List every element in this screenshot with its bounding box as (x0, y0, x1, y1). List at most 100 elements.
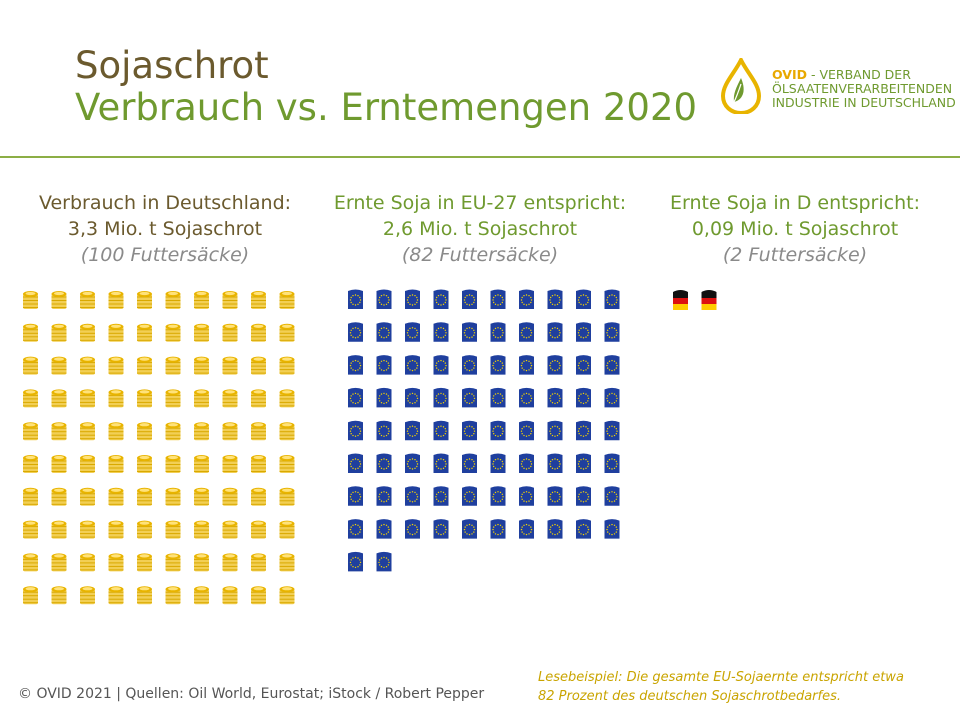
eu-flag-bag-icon (462, 519, 477, 539)
soy-meal-stack-icon (23, 291, 38, 309)
soy-meal-stack-icon (108, 455, 124, 473)
soy-meal-stack-icon (222, 553, 238, 572)
column-heading: Ernte Soja in EU-27 entspricht: (333, 192, 627, 214)
eu-flag-bag-icon (547, 355, 563, 375)
logo-line2: ÖLSAATENVERARBEITENDEN (772, 81, 953, 96)
soy-meal-stack-icon (51, 291, 67, 309)
soy-meal-stack-icon (194, 586, 209, 605)
eu-flag-bag-icon (604, 420, 620, 441)
soy-meal-stack-icon (137, 291, 152, 309)
eu-flag-bag-icon (604, 322, 620, 342)
soy-meal-stack-icon (23, 356, 38, 375)
column-heading: Verbrauch in Deutschland: (38, 192, 292, 214)
soy-meal-stack-icon (165, 291, 181, 309)
source-footer: © OVID 2021 | Quellen: Oil World, Eurost… (18, 686, 485, 702)
eu-flag-bag-icon (547, 322, 563, 342)
eu-flag-bag-icon (348, 486, 363, 506)
column-value: 0,09 Mio. t Sojaschrot (691, 218, 899, 240)
soy-meal-stack-icon (165, 422, 181, 441)
pictogram-de-harvest (673, 290, 717, 310)
eu-flag-bag-icon (547, 453, 563, 473)
reading-example-line2: 82 Prozent des deutschen Sojaschrotbedar… (538, 689, 842, 704)
soy-meal-stack-icon (80, 389, 95, 408)
eu-flag-bag-icon (348, 453, 363, 473)
eu-flag-bag-icon (519, 289, 534, 309)
eu-flag-bag-icon (433, 289, 449, 309)
soy-meal-stack-icon (222, 389, 238, 408)
soy-meal-stack-icon (137, 553, 152, 572)
eu-flag-bag-icon (348, 387, 363, 408)
soy-meal-stack-icon (51, 487, 67, 506)
soy-meal-stack-icon (23, 487, 38, 506)
soy-meal-stack-icon (251, 553, 266, 572)
pictogram-consumption (23, 291, 295, 605)
soy-meal-stack-icon (23, 422, 38, 441)
soy-meal-stack-icon (279, 389, 295, 408)
soy-meal-stack-icon (194, 455, 209, 473)
eu-flag-bag-icon (405, 289, 420, 309)
eu-flag-bag-icon (376, 355, 392, 375)
soy-meal-stack-icon (165, 553, 181, 572)
soy-meal-stack-icon (80, 455, 95, 473)
eu-flag-bag-icon (490, 322, 506, 342)
eu-flag-bag-icon (376, 420, 392, 441)
eu-flag-bag-icon (576, 355, 591, 375)
eu-flag-bag-icon (604, 355, 620, 375)
eu-flag-bag-icon (547, 387, 563, 408)
eu-flag-bag-icon (576, 486, 591, 506)
soy-meal-stack-icon (279, 487, 295, 506)
eu-flag-bag-icon (376, 322, 392, 342)
soy-meal-stack-icon (108, 323, 124, 342)
soy-meal-stack-icon (165, 520, 181, 539)
eu-flag-bag-icon (348, 519, 363, 539)
eu-flag-bag-icon (405, 519, 420, 539)
soy-meal-stack-icon (51, 323, 67, 342)
soy-meal-stack-icon (80, 422, 95, 441)
soy-meal-stack-icon (194, 323, 209, 342)
soy-meal-stack-icon (108, 520, 124, 539)
soy-meal-stack-icon (251, 422, 266, 441)
soy-meal-stack-icon (137, 422, 152, 441)
eu-flag-bag-icon (376, 387, 392, 408)
soy-meal-stack-icon (194, 356, 209, 375)
soy-meal-stack-icon (251, 291, 266, 309)
german-flag-bag-icon (673, 290, 688, 310)
eu-flag-bag-icon (462, 322, 477, 342)
column-note: (100 Futtersäcke) (80, 244, 250, 266)
soy-meal-stack-icon (137, 323, 152, 342)
eu-flag-bag-icon (519, 387, 534, 408)
eu-flag-bag-icon (519, 486, 534, 506)
eu-flag-bag-icon (604, 289, 620, 309)
soy-meal-stack-icon (222, 323, 238, 342)
soy-meal-stack-icon (137, 389, 152, 408)
eu-flag-bag-icon (433, 355, 449, 375)
ovid-logo: OVID - VERBAND DER ÖLSAATENVERARBEITENDE… (720, 58, 956, 118)
eu-flag-bag-icon (348, 322, 363, 342)
eu-flag-bag-icon (376, 551, 392, 572)
eu-flag-bag-icon (576, 322, 591, 342)
soy-meal-stack-icon (23, 586, 38, 605)
eu-flag-bag-icon (547, 486, 563, 506)
eu-flag-bag-icon (576, 289, 591, 309)
soy-meal-stack-icon (51, 422, 67, 441)
soy-meal-stack-icon (279, 291, 295, 309)
soy-meal-stack-icon (251, 323, 266, 342)
soy-meal-stack-icon (251, 586, 266, 605)
soy-meal-stack-icon (80, 356, 95, 375)
soy-meal-stack-icon (137, 586, 152, 605)
soy-meal-stack-icon (194, 389, 209, 408)
soy-meal-stack-icon (108, 389, 124, 408)
soy-meal-stack-icon (23, 455, 38, 473)
soy-meal-stack-icon (80, 586, 95, 605)
column-heading: Ernte Soja in D entspricht: (670, 192, 920, 214)
column-header-consumption: Verbrauch in Deutschland: 3,3 Mio. t Soj… (15, 190, 315, 268)
eu-flag-bag-icon (490, 519, 506, 539)
soy-meal-stack-icon (251, 356, 266, 375)
soy-meal-stack-icon (137, 455, 152, 473)
eu-flag-bag-icon (462, 355, 477, 375)
soy-meal-stack-icon (137, 487, 152, 506)
eu-flag-bag-icon (462, 453, 477, 473)
logo-brand: OVID (772, 67, 807, 82)
soy-meal-stack-icon (23, 553, 38, 572)
eu-flag-bag-icon (604, 453, 620, 473)
